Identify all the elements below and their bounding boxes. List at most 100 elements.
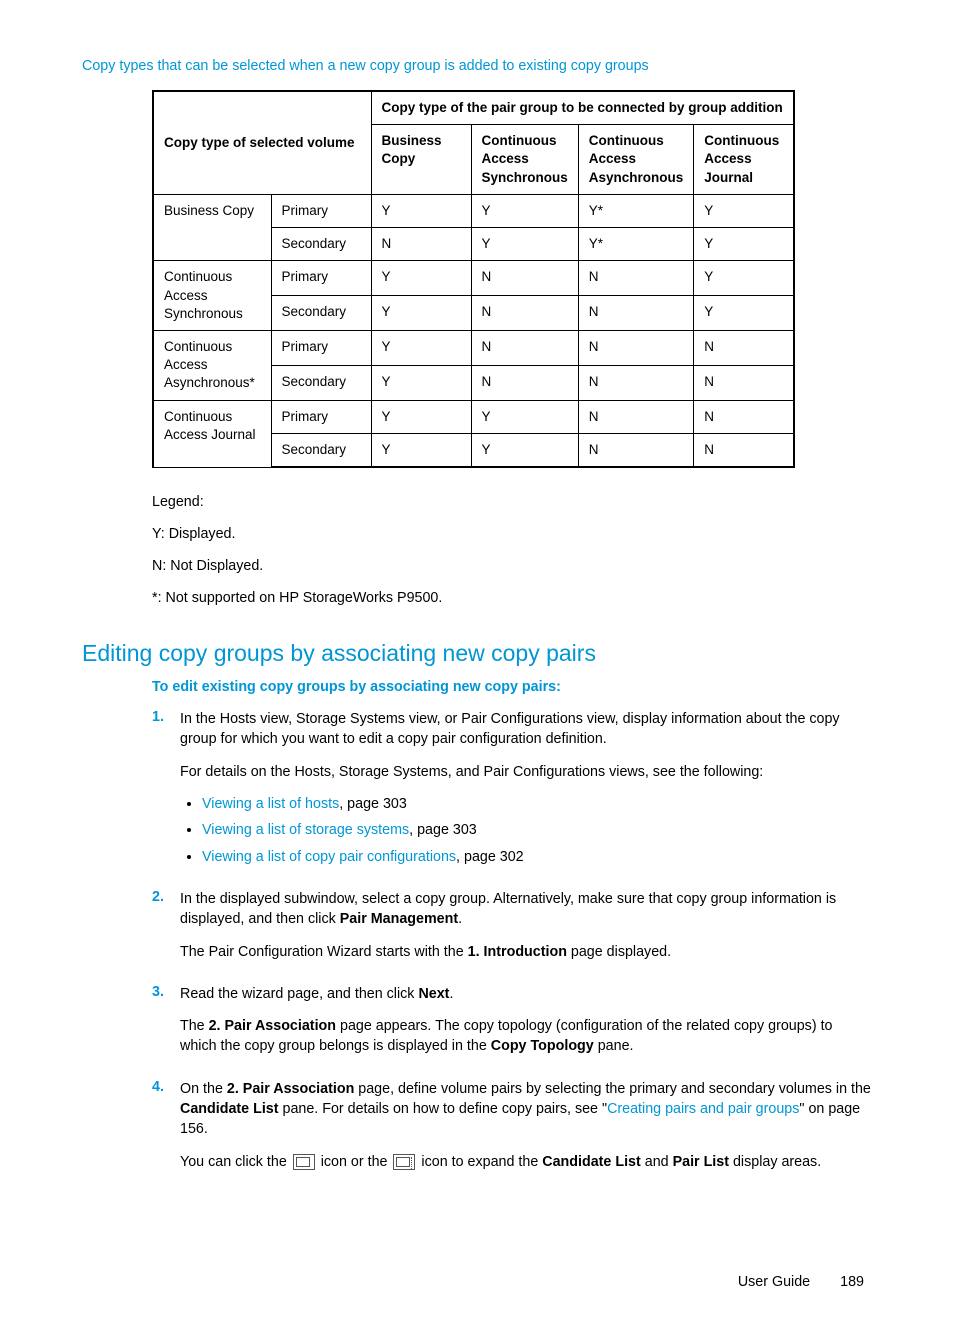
doc-link[interactable]: Creating pairs and pair groups: [607, 1101, 799, 1117]
row-role: Primary: [271, 330, 371, 365]
step: 1.In the Hosts view, Storage Systems vie…: [152, 709, 872, 879]
bold-text: Pair List: [673, 1154, 729, 1170]
cell-value: Y: [694, 296, 794, 331]
legend-item: *: Not supported on HP StorageWorks P950…: [152, 588, 872, 608]
steps-list: 1.In the Hosts view, Storage Systems vie…: [152, 709, 872, 1184]
cell-value: Y: [371, 261, 471, 296]
cell-value: N: [694, 400, 794, 433]
bold-text: Candidate List: [180, 1101, 279, 1117]
bold-text: Candidate List: [542, 1154, 641, 1170]
row-role: Primary: [271, 194, 371, 227]
cell-value: Y: [471, 433, 578, 467]
th-col: Continuous Access Synchronous: [471, 125, 578, 195]
step-body: On the 2. Pair Association page, define …: [180, 1079, 872, 1184]
bullet-item: Viewing a list of copy pair configuratio…: [202, 847, 872, 867]
cell-value: Y: [694, 194, 794, 227]
bullet-item: Viewing a list of hosts, page 303: [202, 794, 872, 814]
cell-value: Y: [371, 194, 471, 227]
row-group-name: Continuous Access Journal: [153, 400, 271, 467]
section-heading: Editing copy groups by associating new c…: [82, 640, 872, 667]
legend-item: N: Not Displayed.: [152, 556, 872, 576]
cell-value: N: [578, 400, 694, 433]
bold-text: Copy Topology: [491, 1038, 594, 1054]
copy-type-table: Copy type of selected volume Copy type o…: [152, 90, 795, 468]
step: 2.In the displayed subwindow, select a c…: [152, 889, 872, 974]
step: 3.Read the wizard page, and then click N…: [152, 984, 872, 1069]
cell-value: N: [578, 296, 694, 331]
row-role: Secondary: [271, 365, 371, 400]
th-col: Continuous Access Asynchronous: [578, 125, 694, 195]
cell-value: N: [694, 365, 794, 400]
cell-value: Y: [371, 296, 471, 331]
step-number: 1.: [152, 709, 180, 879]
table-title: Copy types that can be selected when a n…: [82, 58, 872, 74]
th-col: Business Copy: [371, 125, 471, 195]
cell-value: N: [694, 330, 794, 365]
step-para: The 2. Pair Association page appears. Th…: [180, 1016, 872, 1057]
row-role: Primary: [271, 400, 371, 433]
row-role: Primary: [271, 261, 371, 296]
cell-value: Y: [371, 330, 471, 365]
step: 4.On the 2. Pair Association page, defin…: [152, 1079, 872, 1184]
doc-link[interactable]: Viewing a list of copy pair configuratio…: [202, 849, 456, 865]
cell-value: N: [371, 228, 471, 261]
row-group-name: Business Copy: [153, 194, 271, 260]
bold-text: 1. Introduction: [468, 944, 567, 960]
doc-link[interactable]: Viewing a list of hosts: [202, 796, 339, 812]
bold-text: Next: [418, 986, 449, 1002]
legend-title: Legend:: [152, 492, 872, 512]
bold-text: Pair Management: [340, 911, 458, 927]
row-role: Secondary: [271, 228, 371, 261]
cell-value: Y*: [578, 228, 694, 261]
cell-value: Y: [471, 194, 578, 227]
row-role: Secondary: [271, 296, 371, 331]
cell-value: Y: [471, 400, 578, 433]
cell-value: Y: [371, 433, 471, 467]
expand-left-icon: [293, 1154, 315, 1170]
step-body: In the displayed subwindow, select a cop…: [180, 889, 872, 974]
step-number: 4.: [152, 1079, 180, 1184]
step-body: Read the wizard page, and then click Nex…: [180, 984, 872, 1069]
cell-value: N: [578, 365, 694, 400]
bold-text: 2. Pair Association: [209, 1018, 336, 1034]
cell-value: N: [471, 365, 578, 400]
bullet-list: Viewing a list of hosts, page 303Viewing…: [180, 794, 872, 867]
page-footer: User Guide 189: [82, 1274, 872, 1290]
doc-link[interactable]: Viewing a list of storage systems: [202, 822, 409, 838]
step-number: 3.: [152, 984, 180, 1069]
row-role: Secondary: [271, 433, 371, 467]
step-body: In the Hosts view, Storage Systems view,…: [180, 709, 872, 879]
cell-value: Y: [694, 261, 794, 296]
cell-value: Y: [471, 228, 578, 261]
cell-value: Y: [371, 400, 471, 433]
th-top-right: Copy type of the pair group to be connec…: [371, 91, 794, 125]
step-number: 2.: [152, 889, 180, 974]
row-group-name: Continuous Access Synchronous: [153, 261, 271, 331]
step-para: The Pair Configuration Wizard starts wit…: [180, 942, 872, 962]
cell-value: N: [471, 330, 578, 365]
cell-value: N: [578, 330, 694, 365]
bullet-item: Viewing a list of storage systems, page …: [202, 820, 872, 840]
step-para: On the 2. Pair Association page, define …: [180, 1079, 872, 1140]
cell-value: Y*: [578, 194, 694, 227]
bold-text: 2. Pair Association: [227, 1081, 354, 1097]
row-group-name: Continuous Access Asynchronous*: [153, 330, 271, 400]
footer-page: 189: [840, 1274, 864, 1290]
step-para: In the displayed subwindow, select a cop…: [180, 889, 872, 930]
cell-value: N: [578, 261, 694, 296]
cell-value: N: [694, 433, 794, 467]
step-para: For details on the Hosts, Storage System…: [180, 762, 872, 782]
section-subhead: To edit existing copy groups by associat…: [152, 679, 872, 695]
expand-right-icon: [393, 1154, 415, 1170]
cell-value: Y: [694, 228, 794, 261]
step-para: Read the wizard page, and then click Nex…: [180, 984, 872, 1004]
legend-item: Y: Displayed.: [152, 524, 872, 544]
cell-value: N: [471, 261, 578, 296]
th-left: Copy type of selected volume: [153, 91, 371, 194]
footer-label: User Guide: [738, 1274, 810, 1290]
step-para-icons: You can click the icon or the icon to ex…: [180, 1152, 872, 1172]
legend-block: Legend: Y: Displayed. N: Not Displayed. *:…: [152, 492, 872, 608]
step-para: In the Hosts view, Storage Systems view,…: [180, 709, 872, 750]
cell-value: Y: [371, 365, 471, 400]
cell-value: N: [578, 433, 694, 467]
